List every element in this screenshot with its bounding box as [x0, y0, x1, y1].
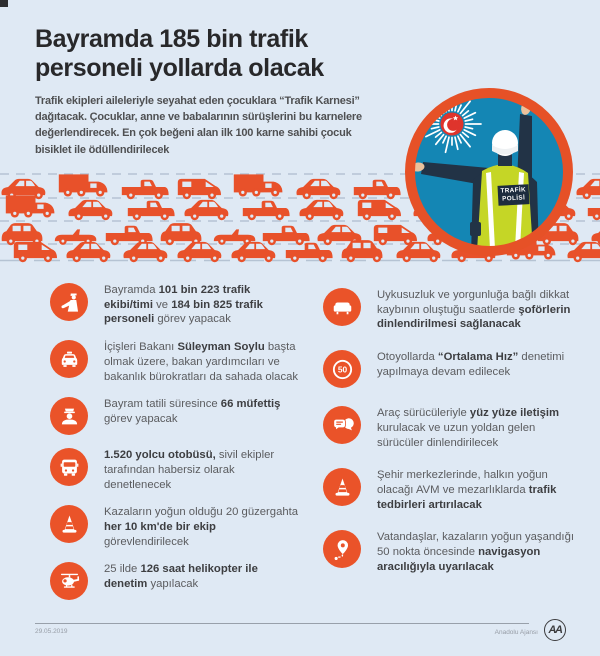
navigation-pin-icon: [323, 530, 361, 569]
speed-limit-50-icon: 50: [323, 350, 361, 389]
vest-label: TRAFİK POLİSİ: [497, 184, 530, 206]
info-item-text: İçişleri Bakanı Süleyman Soylu başta olm…: [104, 341, 299, 383]
traffic-police-officer-art: [405, 88, 573, 256]
subtitle: Trafik ekipleri aileleriyle seyahat eden…: [35, 95, 362, 156]
info-item-text: Kazaların yoğun olduğu 20 güzergahta her…: [104, 506, 299, 548]
info-item-text: Bayram tatili süresince 66 müfettiş göre…: [104, 398, 281, 425]
sofa-icon: [323, 288, 361, 326]
info-item-text: Uykusuzluk ve yorgunluğa bağlı dikkat ka…: [377, 289, 571, 331]
police-car-icon: [50, 340, 88, 379]
traffic-police-illustration: TRAFİK POLİSİ: [405, 88, 573, 256]
corner-mark: [0, 0, 8, 7]
info-item: Bayram tatili süresince 66 müfettiş göre…: [50, 397, 312, 436]
chat-bubbles-icon: [323, 406, 361, 445]
info-item-text: Şehir merkezlerinde, halkın yoğun olacağ…: [377, 469, 557, 511]
page-title: Bayramda 185 bin trafik personeli yollard…: [35, 25, 324, 83]
info-item: 50 Otoyollarda “Ortalama Hız” denetimi ya…: [323, 350, 585, 389]
info-item-text: Bayramda 101 bin 223 trafik ekibi/timi v…: [104, 284, 263, 326]
info-list-right: Uykusuzluk ve yorgunluğa bağlı dikkat ka…: [323, 288, 585, 592]
traffic-cone-icon: [323, 468, 361, 507]
info-item: Şehir merkezlerinde, halkın yoğun olacağ…: [323, 468, 585, 512]
info-list-left: Bayramda 101 bin 223 trafik ekibi/timi v…: [50, 283, 312, 613]
info-item-text: Araç sürücüleriyle yüz yüze iletişim kur…: [377, 407, 560, 449]
traffic-cone-icon: [50, 505, 88, 544]
agency-name: Anadolu Ajansı: [494, 629, 538, 636]
info-item: 25 ilde 126 saat helikopter ile denetim …: [50, 562, 312, 601]
inspector-icon: [50, 397, 88, 436]
aa-logo-text: AA: [548, 624, 563, 636]
page-title-line1: Bayramda 185 bin trafik: [35, 25, 308, 53]
info-item-text: Otoyollarda “Ortalama Hız” denetimi yapı…: [377, 351, 565, 378]
info-item: Araç sürücüleriyle yüz yüze iletişim kur…: [323, 406, 585, 450]
footer-divider: [35, 623, 529, 624]
publish-date: 29.05.2019: [35, 628, 68, 635]
info-item: İçişleri Bakanı Süleyman Soylu başta olm…: [50, 340, 312, 384]
info-item: Vatandaşlar, kazaların yoğun yaşandığı 5…: [323, 530, 585, 574]
info-item-text: 25 ilde 126 saat helikopter ile denetim …: [104, 563, 258, 591]
anadolu-agency-logo: AA: [544, 619, 566, 641]
vest-label-line2: POLİSİ: [502, 194, 526, 203]
info-item: Kazaların yoğun olduğu 20 güzergahta her…: [50, 505, 312, 549]
info-item-text: Vatandaşlar, kazaların yoğun yaşandığı 5…: [377, 531, 574, 573]
svg-text:50: 50: [337, 364, 347, 374]
police-star-emblem: [440, 112, 464, 136]
traffic-officer-icon: [50, 283, 88, 321]
bus-icon: [50, 448, 88, 487]
info-item: Bayramda 101 bin 223 trafik ekibi/timi v…: [50, 283, 312, 327]
helicopter-icon: [50, 562, 88, 601]
info-item: 1.520 yolcu otobüsü, sivil ekipler taraf…: [50, 448, 312, 492]
info-item: Uykusuzluk ve yorgunluğa bağlı dikkat ka…: [323, 288, 585, 332]
info-item-text: 1.520 yolcu otobüsü, sivil ekipler taraf…: [104, 449, 275, 491]
page-title-line2: personeli yollarda olacak: [35, 54, 324, 82]
